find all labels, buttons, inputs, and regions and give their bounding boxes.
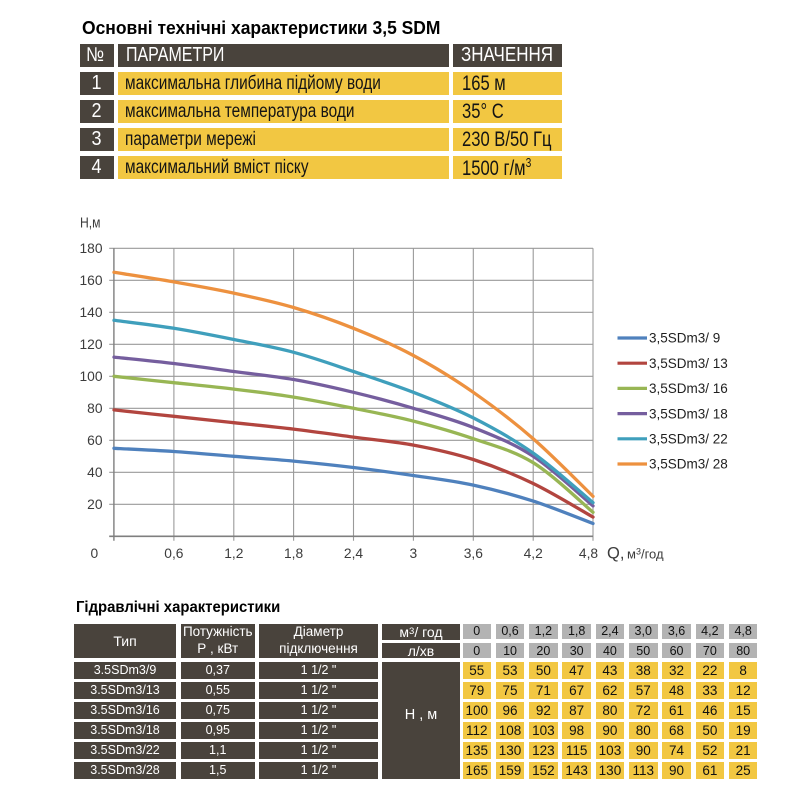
svg-text:2,4: 2,4	[344, 546, 364, 561]
svg-text:80: 80	[87, 401, 103, 416]
svg-text:3,5SDm3/ 22: 3,5SDm3/ 22	[649, 432, 728, 447]
svg-text:0,6: 0,6	[164, 546, 184, 561]
svg-text:180: 180	[79, 241, 102, 256]
svg-text:1,2: 1,2	[224, 546, 243, 561]
svg-text:Н,м: Н,м	[80, 216, 101, 232]
svg-text:3,5SDm3/ 13: 3,5SDm3/ 13	[649, 356, 728, 371]
svg-text:60: 60	[87, 433, 103, 448]
svg-text:0: 0	[91, 546, 99, 561]
svg-text:120: 120	[79, 337, 102, 352]
svg-text:1,8: 1,8	[284, 546, 304, 561]
svg-text:4,2: 4,2	[524, 546, 543, 561]
svg-text:40: 40	[87, 465, 103, 480]
svg-text:4,8: 4,8	[579, 546, 599, 561]
svg-text:3,5SDm3/ 16: 3,5SDm3/ 16	[649, 381, 728, 396]
svg-text:20: 20	[87, 497, 103, 512]
svg-text:100: 100	[79, 369, 102, 384]
svg-text:м3/год: м3/год	[627, 547, 664, 562]
svg-text:Q,: Q,	[607, 545, 624, 563]
svg-text:160: 160	[79, 273, 102, 288]
svg-text:140: 140	[79, 305, 102, 320]
svg-text:3,5SDm3/ 18: 3,5SDm3/ 18	[649, 406, 728, 421]
svg-text:3,5SDm3/ 28: 3,5SDm3/ 28	[649, 457, 728, 472]
svg-text:3,6: 3,6	[464, 546, 484, 561]
svg-text:3,5SDm3/ 9: 3,5SDm3/ 9	[649, 331, 720, 346]
svg-text:3: 3	[410, 546, 418, 561]
